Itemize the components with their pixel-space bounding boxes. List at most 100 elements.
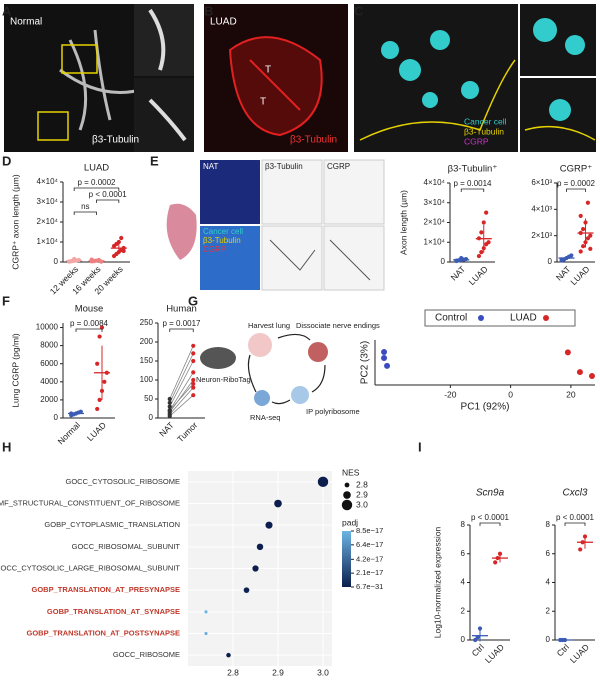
bubble [317,476,329,488]
data-point [191,343,196,348]
y-tick-label: GOBP_TRANSLATION_AT_PRESYNAPSE [32,585,181,594]
data-point [493,560,498,565]
step-label: Dissociate nerve endings [296,321,380,330]
y-tick-label: 2×10³ [531,231,552,240]
y-tick-label: 0 [54,413,59,422]
y-tick-label: 0 [54,257,59,266]
chart-title: Human [166,304,197,315]
panel-label: E [150,153,159,168]
x-tick-label: LUAD [568,642,591,665]
data-point [578,249,583,254]
y-tick-label: 4×10⁴ [424,178,446,187]
data-point [585,200,591,205]
bracket [73,211,97,215]
data-point [97,334,102,339]
colorbar-label: 4.2e−17 [356,554,383,563]
tumor-mark: T [265,65,271,76]
image-tubulin [261,225,323,291]
y-tick-label: 8 [461,520,466,529]
x-tick-label: 0 [508,389,513,399]
legend-label: LUAD [510,313,537,324]
x-tick-label: LUAD [568,264,591,287]
panel-label: H [2,439,11,454]
image-stain: β3-Tubulin [92,135,139,146]
y-axis-label: Lung CGRP (pg/ml) [10,333,20,408]
data-point [97,397,102,403]
y-tick-label: 2 [461,606,466,615]
data-point [167,404,172,409]
color-legend-title: padj [342,517,358,527]
y-tick-label: 8 [546,520,551,529]
x-tick-label: LUAD [467,264,490,287]
bracket [564,522,586,526]
bracket [75,328,103,332]
data-point [463,256,469,262]
y-tick-label: GOCC_RIBOSOME [113,650,180,659]
image-luad [204,4,348,152]
colorbar-label: 2.1e−17 [356,568,383,577]
x-tick-label: 3.0 [317,667,329,677]
legend-label: Control [435,313,467,324]
y-tick-label: 0 [461,635,466,644]
axon [269,239,371,281]
legend-text: β3-Tubulin [464,126,504,136]
p-value: p = 0.0017 [162,319,201,328]
panel-label: I [418,439,422,454]
data-point [473,637,478,643]
pair-line [169,353,194,403]
step-label: RNA-seq [250,413,280,422]
data-point [569,253,574,258]
bracket [169,328,194,332]
data-point [381,349,388,356]
image-texture [228,36,323,137]
y-tick-label: 3×10⁴ [37,197,59,206]
step-label: IP polyribosome [306,407,360,416]
data-point [191,370,196,375]
cell [461,81,479,99]
image-cancer [354,4,518,152]
size-legend-title: NES [342,467,360,477]
legend-text: Cancer cell [203,227,243,236]
y-tick-label: 6 [546,549,551,558]
y-axis-label: Log10-normalized expression [432,526,442,638]
cell [549,99,571,121]
chart-title: Cxcl3 [562,488,587,499]
data-point [481,220,486,225]
chart-title: β3-Tubulin⁺ [448,164,498,175]
image-cgrp [323,159,385,225]
mouse-label: Neuron-RiboTag [196,375,251,384]
tumor-mark: T [260,97,266,108]
y-tick-label: GOBP_CYTOPLASMIC_TRANSLATION [44,520,180,529]
legend-text: CGRP [464,136,489,146]
cell [381,41,399,59]
p-value: p = 0.0002 [557,179,596,188]
lung-icon [166,203,197,260]
x-tick-label: LUAD [85,420,108,443]
p-value: p = 0.0002 [77,178,116,187]
data-point [121,248,126,254]
data-point [576,369,583,376]
image-stain: β3-Tubulin [290,135,337,146]
legend-text: Cancer cell [464,116,507,126]
bubble [226,652,231,658]
bracket [479,522,501,526]
data-point [191,385,196,390]
y-tick-label: 3×10⁴ [424,198,446,207]
x-axis-label: PC1 (92%) [461,402,510,413]
size-key-label: 3.0 [356,499,368,509]
data-point [72,256,77,262]
tube-icon [291,386,309,404]
chart-title: Mouse [75,304,104,315]
bubble [204,610,208,614]
image-title: NAT [203,162,219,171]
y-tick-label: 2000 [40,395,58,404]
step-label: Harvest lung [248,321,290,330]
x-tick-label: 20 [566,389,576,399]
pair-line [169,360,194,407]
x-tick-label: NAT [449,264,468,283]
y-tick-label: 2×10⁴ [424,218,446,227]
data-point [564,349,571,356]
size-key-label: 2.9 [356,489,368,499]
y-tick-label: 0 [149,413,154,422]
